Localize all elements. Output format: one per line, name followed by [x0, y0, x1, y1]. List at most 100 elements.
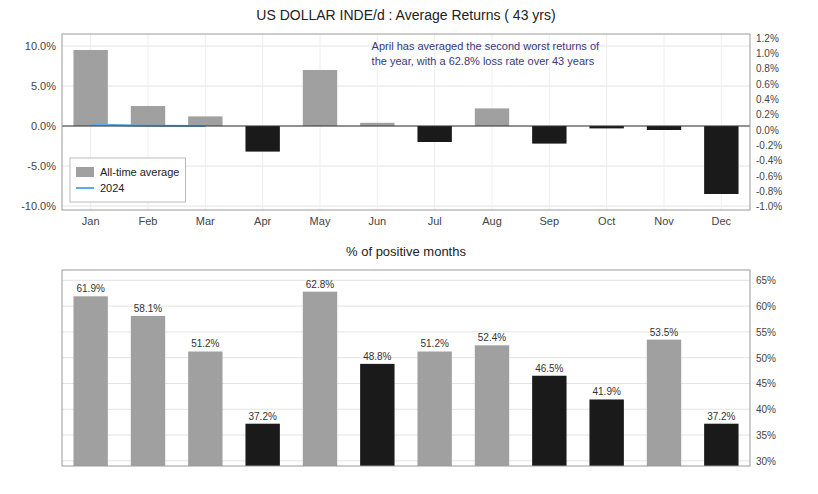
- data-label: 46.5%: [535, 363, 563, 374]
- tick-label: 0.2%: [756, 109, 779, 120]
- bar: [131, 316, 165, 466]
- grid-line: [62, 126, 750, 127]
- tick-label: Jul: [428, 215, 442, 227]
- tick-label: 0.0%: [31, 120, 56, 132]
- plot-frame: [62, 270, 750, 466]
- data-label: 41.9%: [592, 386, 620, 397]
- bar: [475, 345, 509, 466]
- bar: [360, 364, 394, 466]
- chart-canvas: US DOLLAR INDE/d : Average Returns ( 43 …: [0, 0, 818, 494]
- data-label: 61.9%: [76, 283, 104, 294]
- bar: [303, 292, 337, 466]
- tick-label: -0.6%: [756, 171, 782, 182]
- data-label: 52.4%: [478, 332, 506, 343]
- bar: [589, 399, 623, 466]
- tick-label: Sep: [540, 215, 560, 227]
- grid-line: [262, 34, 263, 210]
- bar: [647, 126, 681, 130]
- legend-box: [70, 158, 185, 202]
- bar: [188, 351, 222, 466]
- bar: [532, 126, 566, 144]
- tick-label: Jun: [368, 215, 386, 227]
- tick-label: Mar: [196, 215, 215, 227]
- tick-label: May: [310, 215, 331, 227]
- tick-label: 65%: [756, 275, 776, 286]
- tick-label: Aug: [482, 215, 502, 227]
- tick-label: 0.0%: [756, 125, 779, 136]
- tick-label: 55%: [756, 327, 776, 338]
- bar: [647, 340, 681, 466]
- bar: [188, 116, 222, 126]
- data-label: 58.1%: [134, 303, 162, 314]
- bar: [475, 108, 509, 126]
- grid-line: [606, 34, 607, 210]
- tick-label: Dec: [712, 215, 732, 227]
- bar: [73, 50, 107, 126]
- tick-label: -1.0%: [756, 201, 782, 212]
- data-label: 51.2%: [420, 338, 448, 349]
- legend-label: All-time average: [100, 166, 179, 178]
- tick-label: -0.8%: [756, 186, 782, 197]
- grid-line: [62, 306, 750, 307]
- plot-frame: [62, 34, 750, 210]
- bar: [532, 376, 566, 466]
- tick-label: 30%: [756, 456, 776, 467]
- grid-line: [62, 206, 750, 207]
- data-label: 37.2%: [707, 411, 735, 422]
- grid: [62, 34, 750, 210]
- tick-label: -5.0%: [27, 160, 56, 172]
- page: {"chart_data": [ {"type": "bar", "title"…: [0, 0, 818, 494]
- bar: [704, 126, 738, 194]
- legend: All-time average 2024: [70, 158, 185, 202]
- legend-swatch: [76, 187, 94, 189]
- tick-label: Oct: [598, 215, 615, 227]
- annotation: April has averaged the second worst retu…: [372, 40, 600, 67]
- grid-line: [664, 34, 665, 210]
- tick-label: 0.8%: [756, 63, 779, 74]
- bar: [417, 126, 451, 142]
- tick-label: 1.2%: [756, 33, 779, 44]
- tick-label: 0.4%: [756, 94, 779, 105]
- tick-label: 0.6%: [756, 79, 779, 90]
- bar: [704, 424, 738, 466]
- plot-marks: [73, 292, 738, 466]
- tick-label: 45%: [756, 378, 776, 389]
- data-label: 48.8%: [363, 351, 391, 362]
- tick-label: 10.0%: [25, 40, 56, 52]
- legend-label: 2024: [100, 182, 124, 194]
- tick-label: Nov: [654, 215, 674, 227]
- annotation-line: the year, with a 62.8% loss rate over 43…: [372, 55, 595, 67]
- tick-label: -0.4%: [756, 155, 782, 166]
- data-label: 37.2%: [248, 411, 276, 422]
- bar: [417, 351, 451, 466]
- plot-marks: [73, 50, 738, 194]
- tick-label: 50%: [756, 353, 776, 364]
- bar: [131, 106, 165, 126]
- grid-line: [62, 86, 750, 87]
- data-label: 51.2%: [191, 338, 219, 349]
- tick-label: Apr: [254, 215, 271, 227]
- bar: [245, 126, 279, 152]
- tick-label: 40%: [756, 404, 776, 415]
- tick-label: 5.0%: [31, 80, 56, 92]
- grid-line: [62, 280, 750, 281]
- zero-line: [62, 126, 750, 127]
- bar: [245, 424, 279, 466]
- tick-label: Jan: [82, 215, 100, 227]
- bar: [73, 296, 107, 466]
- chart-title: US DOLLAR INDE/d : Average Returns ( 43 …: [256, 7, 555, 23]
- tick-label: 60%: [756, 301, 776, 312]
- tick-label: 1.0%: [756, 48, 779, 59]
- tick-label: 35%: [756, 430, 776, 441]
- tick-label: -10.0%: [21, 200, 56, 212]
- data-label: 53.5%: [650, 327, 678, 338]
- chart-1: % of positive months 61.9% 58.1% 51.2% 37.2%…: [62, 244, 776, 467]
- legend-swatch: [76, 167, 94, 177]
- tick-label: Feb: [139, 215, 158, 227]
- annotation-line: April has averaged the second worst retu…: [372, 40, 600, 52]
- data-label: 62.8%: [306, 279, 334, 290]
- bar: [303, 70, 337, 126]
- tick-label: -0.2%: [756, 140, 782, 151]
- chart-0: US DOLLAR INDE/d : Average Returns ( 43 …: [21, 7, 782, 227]
- chart-title: % of positive months: [346, 244, 466, 259]
